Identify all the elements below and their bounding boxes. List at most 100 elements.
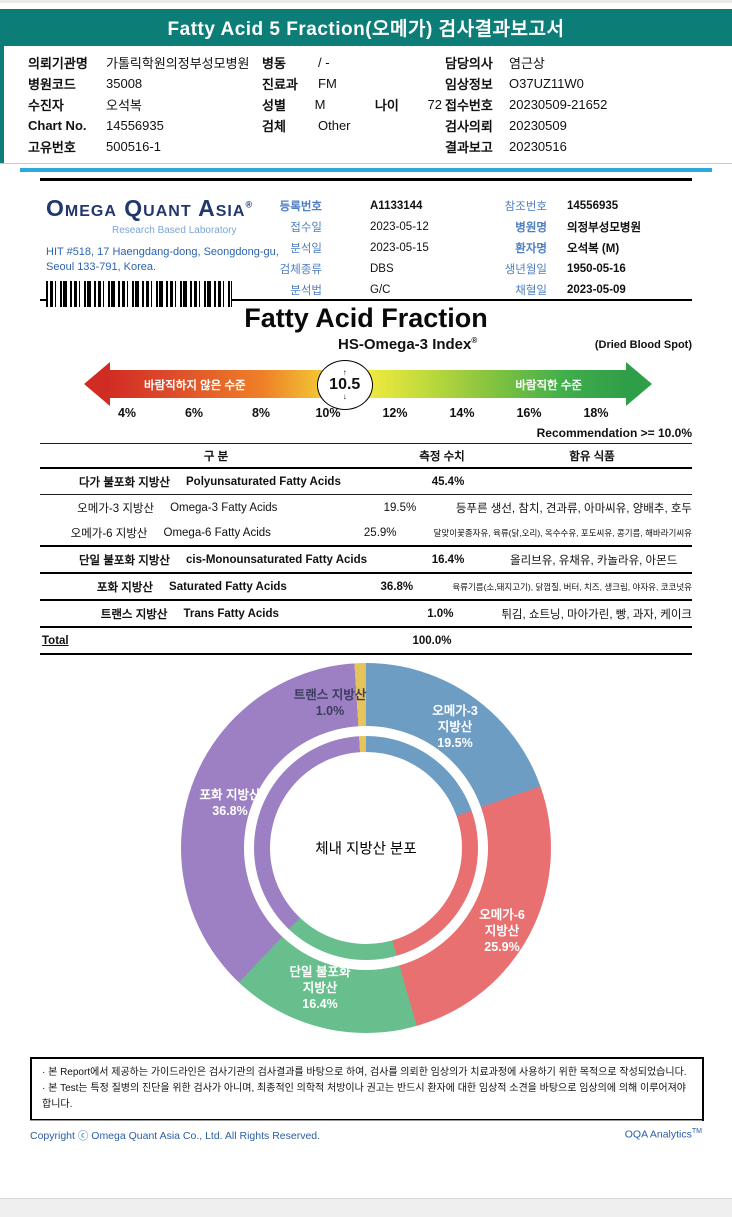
slice-label-trans: 트랜스 지방산 1.0% [294,687,366,719]
analytics-text: OQA Analytics [624,1128,692,1141]
slice-label-omega6: 오메가-6 지방산 25.9% [479,907,525,955]
field-value: 오석복 (M) [567,242,620,255]
logo-text: Omega Quant Asia [46,195,246,221]
cell-foods: 올리브유, 유채유, 카놀라유, 아몬드 [510,554,678,567]
field-label: 분석법 [290,284,322,297]
field-label: 등록번호 [279,200,322,213]
field-label: 채혈일 [515,284,547,297]
info-row: 성별 M 나이 72 [262,94,442,115]
slice-label-saturated: 포화 지방산 36.8% [200,787,261,819]
field-value: 20230509-21652 [509,97,608,112]
table-total-row: Total 100.0% [40,628,692,655]
gauge-right-arrowhead [626,362,652,406]
field-label: Chart No. [28,118,87,133]
field-label: 병원코드 [28,77,76,92]
divider-line [0,163,732,164]
field-label: 성별 [262,98,286,113]
col-header-value: 측정 수치 [419,450,465,463]
table-row: 다가 불포화 지방산 Polyunsaturated Fatty Acids 4… [40,469,692,495]
cell-kr: 트랜스 지방산 [100,608,168,621]
cell-value: 1.0% [427,607,454,620]
patient-info-col1: 의뢰기관명 가톨릭학원의정부성모병원 병원코드 35008 수진자 오석복 Chart… [28,52,268,157]
blue-divider-bar [20,168,712,172]
field-label: 의뢰기관명 [28,56,88,71]
cell-value: 25.9% [363,526,397,539]
field-value: A1133144 [370,199,423,212]
window-top-edge [0,0,732,3]
lab-address: HIT #518, 17 Haengdang-dong, Seongdong-g… [46,245,279,275]
cell-en: Trans Fatty Acids [183,607,279,620]
label-line: 25.9% [484,940,520,954]
field-value: DBS [370,262,394,275]
info-row: Chart No. 14556935 [28,115,268,136]
label-line: 36.8% [212,804,248,818]
recommendation-text: Recommendation >= 10.0% [536,426,692,440]
info-row: 접수번호 20230509-21652 [445,94,705,115]
cell-en: Saturated Fatty Acids [169,580,287,593]
cell-value: 16.4% [431,553,465,566]
copyright-text: Copyright ⓒ Omega Quant Asia Co., Ltd. A… [30,1130,321,1142]
field-value: / - [318,55,330,70]
table-row: 포화 지방산 Saturated Fatty Acids 36.8% 육류기름(… [40,574,692,601]
info-row: 환자명 오석복 (M) [460,237,692,258]
cell-foods: 달맞이꽃종자유, 육류(닭,오리), 옥수수유, 포도씨유, 콩기름, 해바라기… [433,527,692,538]
total-label: Total [42,634,69,647]
info-row: 분석법 G/C [240,279,490,300]
hs-omega3-index-label: HS-Omega-3 Index® [338,336,477,353]
field-label: 검사의뢰 [445,119,493,134]
gauge-ticks: 4% 6% 8% 10% 12% 14% 16% 18% [86,406,650,422]
field-value: Other [318,118,351,133]
info-row: 참조번호 14556935 [460,195,692,216]
info-row: 임상정보 O37UZ11W0 [445,73,705,94]
total-value: 100.0% [412,634,452,647]
field-label: 수진자 [28,98,64,113]
label-line: 지방산 [484,924,520,938]
field-value: 가톨릭학원의정부성모병원 [106,56,250,71]
barcode [46,281,232,307]
field-label: 임상정보 [445,77,493,92]
cell-en: Omega-3 Fatty Acids [170,501,278,514]
field-value: 20230509 [509,118,567,133]
label-line: 트랜스 지방산 [293,688,367,702]
field-label: 담당의사 [445,56,493,71]
table-row: 오메가-6 지방산 Omega-6 Fatty Acids 25.9% 달맞이꽃… [40,520,692,547]
cell-kr: 포화 지방산 [96,581,154,594]
gauge-tick-label: 10% [315,406,341,420]
donut-hole [270,752,462,944]
gauge-tick-label: 12% [382,406,408,420]
field-label: 나이 [374,98,399,113]
sample-type-label: (Dried Blood Spot) [594,339,692,351]
info-row: 생년월일 1950-05-16 [460,258,692,279]
field-label: 병원명 [515,221,547,234]
field-value: 14556935 [106,118,164,133]
field-label: 접수일 [290,221,322,234]
field-value: FM [318,76,337,91]
gauge-tick-label: 16% [516,406,542,420]
field-value: 2023-05-09 [567,283,626,296]
analytics-brand: OQA AnalyticsTM [625,1128,702,1143]
logo-subtitle: Research Based Laboratory [112,225,237,236]
field-value: 72 [427,97,442,112]
info-row: 의뢰기관명 가톨릭학원의정부성모병원 [28,52,268,73]
cell-kr: 단일 불포화 지방산 [78,554,170,567]
cell-kr: 오메가-6 지방산 [70,527,148,540]
field-label: 고유번호 [28,140,76,155]
info-row: 검사의뢰 20230509 [445,115,705,136]
cell-kr: 다가 불포화 지방산 [78,476,170,489]
cell-value: 19.5% [383,501,417,514]
gauge-tick-label: 18% [583,406,609,420]
patient-info-col3: 담당의사 염근상 임상정보 O37UZ11W0 접수번호 20230509-21652… [445,52,705,157]
field-value: 의정부성모병원 [567,221,642,234]
field-value: 20230516 [509,139,567,154]
info-row: 등록번호 A1133144 [240,195,490,216]
field-label: 분석일 [290,242,322,255]
info-row: 병동 / - [262,52,442,73]
cell-value: 45.4% [431,475,465,488]
fatty-acid-table: 구 분 측정 수치 함유 식품 다가 불포화 지방산 Polyunsaturat… [40,443,692,655]
label-line: 포화 지방산 [199,788,261,802]
report-title-banner: Fatty Acid 5 Fraction(오메가) 검사결과보고서 [0,9,732,46]
info-row: 분석일 2023-05-15 [240,237,490,258]
field-label: 결과보고 [445,140,493,155]
table-row: 단일 불포화 지방산 cis-Monounsaturated Fatty Aci… [40,547,692,574]
disclaimer-line: · 본 Report에서 제공하는 가이드라인은 검사기관의 검사결과를 바탕으… [42,1067,687,1078]
